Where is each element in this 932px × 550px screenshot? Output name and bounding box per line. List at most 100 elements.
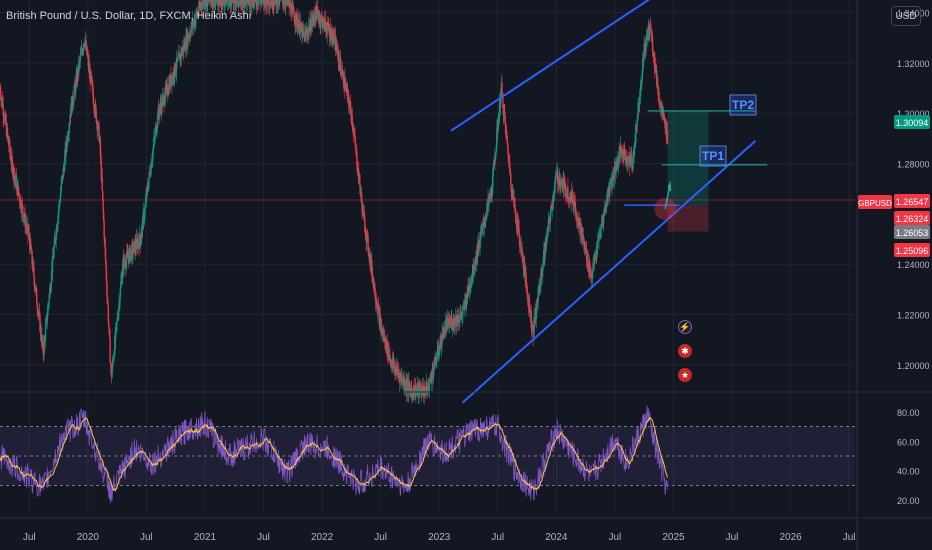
candle-body (294, 21, 296, 25)
candle-body (392, 360, 395, 369)
candle-body (109, 338, 111, 362)
candle-body (648, 30, 650, 38)
candle-body (517, 219, 519, 227)
candle-body (458, 316, 461, 322)
candle-body (543, 251, 545, 259)
candle-body (81, 49, 83, 52)
candle-body (607, 191, 609, 203)
candle-body (541, 269, 544, 275)
candle-body (460, 312, 462, 316)
candle-body (623, 149, 625, 160)
candle-body (131, 244, 133, 259)
candle-body (464, 300, 466, 310)
candle-body (234, 0, 236, 6)
candle-body (506, 142, 509, 146)
candle-body (499, 101, 502, 108)
candle-body (132, 244, 134, 254)
candle-body (187, 36, 190, 39)
candle-body (550, 206, 553, 210)
candle-body (408, 381, 410, 386)
candle-body (644, 45, 647, 53)
candle-body (602, 220, 604, 223)
candle-body (338, 57, 340, 63)
symbol-label-text: GBPUSD (858, 199, 892, 208)
candle-body (327, 21, 329, 25)
lightning-icon[interactable]: ⚡ (678, 320, 692, 334)
candle-body (151, 158, 154, 162)
candle-body (407, 381, 410, 393)
candle-body (24, 212, 26, 227)
candle-body (364, 217, 366, 232)
candle-body (196, 12, 199, 16)
candle-body (551, 209, 553, 211)
candle-body (515, 214, 517, 221)
candle-body (642, 58, 644, 73)
candle-body (160, 103, 162, 107)
currency-button[interactable]: USD (891, 6, 921, 26)
candle-body (23, 217, 25, 219)
candle-body (397, 369, 399, 374)
candle-body (152, 150, 154, 159)
candle-body (450, 320, 452, 326)
candle-body (511, 190, 513, 194)
event-flag-icon[interactable]: ✱ (678, 344, 692, 358)
candle-body (379, 319, 382, 331)
candle-body (137, 241, 140, 245)
candle-body (9, 154, 12, 161)
candle-body (484, 218, 486, 224)
rsi-tick-label: 40.00 (897, 467, 920, 477)
candle-body (504, 123, 507, 135)
candle-body (203, 0, 205, 7)
candle-body (292, 4, 294, 8)
candle-body (514, 204, 516, 212)
candle-body (377, 305, 379, 314)
candle-body (176, 58, 179, 62)
candle-body (438, 354, 440, 356)
candle-body (227, 0, 230, 8)
candle-body (627, 156, 630, 159)
candle-body (620, 149, 623, 151)
candle-body (91, 79, 93, 85)
candle-body (306, 31, 308, 35)
candle-body (53, 248, 55, 258)
candle-body (451, 326, 454, 329)
candle-body (76, 71, 78, 84)
candle-body (113, 355, 115, 361)
candle-body (113, 354, 116, 356)
candle-body (532, 334, 535, 337)
candle-body (448, 321, 451, 326)
candle-body (475, 251, 478, 265)
candle-body (437, 345, 439, 355)
candle-body (256, 0, 259, 6)
candle-body (556, 172, 558, 176)
candle-body (238, 0, 241, 2)
candle-body (666, 130, 669, 144)
candle-body (479, 232, 482, 242)
us-flag-icon[interactable]: ★ (678, 368, 692, 382)
price-labels: 1.30094 1.26547 1.26324 1.26053 1.25096 GBPUS… (858, 115, 930, 257)
candle-body (459, 315, 461, 317)
candle-body (579, 223, 582, 235)
candle-body (213, 3, 215, 7)
candle-body (547, 219, 550, 231)
candle-body (553, 186, 556, 195)
candle-body (194, 18, 197, 24)
candle-body (359, 184, 361, 194)
candle-body (54, 238, 57, 241)
candle-body (507, 154, 510, 162)
candle-body (600, 226, 602, 239)
candle-body (603, 214, 605, 223)
drawings[interactable]: TP2 TP1 (0, 0, 855, 404)
candle-body (334, 35, 336, 37)
candle-body (6, 127, 9, 135)
candle-body (462, 306, 465, 308)
candle-body (557, 183, 559, 185)
candle-body (184, 49, 187, 51)
candle-body (302, 26, 304, 32)
candle-body (133, 243, 135, 251)
candle-body (137, 241, 139, 249)
candle-body (538, 284, 541, 294)
candle-body (574, 202, 577, 213)
candle-body (655, 65, 657, 73)
